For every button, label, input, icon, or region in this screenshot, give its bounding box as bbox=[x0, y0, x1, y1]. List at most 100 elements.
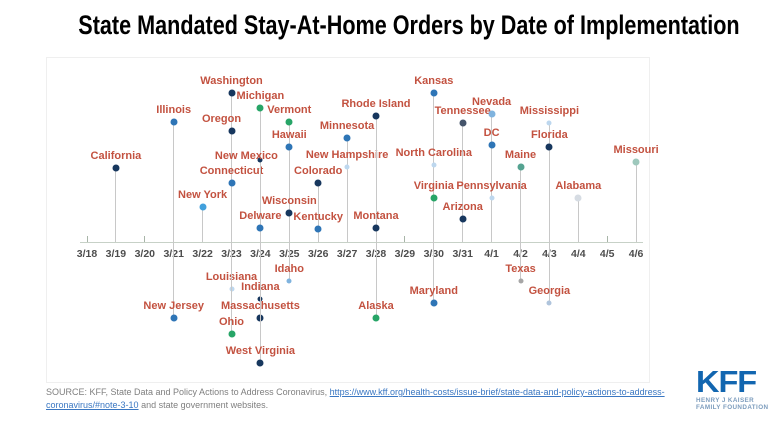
stem-missouri bbox=[635, 162, 637, 242]
state-label-minnesota: Minnesota bbox=[319, 120, 375, 132]
state-dot-vermont bbox=[285, 118, 293, 126]
state-dot-maryland bbox=[430, 299, 438, 307]
state-label-colorado: Colorado bbox=[294, 165, 343, 177]
state-label-georgia: Georgia bbox=[528, 285, 571, 297]
state-label-hawaii: Hawaii bbox=[271, 129, 307, 141]
state-label-new-jersey: New Jersey bbox=[143, 300, 204, 312]
state-dot-florida bbox=[545, 143, 553, 151]
axis-tick-label: 3/18 bbox=[76, 248, 98, 260]
stem-new-york bbox=[202, 207, 204, 242]
state-label-maine: Maine bbox=[504, 149, 537, 161]
axis-tick-label: 4/4 bbox=[570, 248, 586, 260]
state-label-mississippi: Mississippi bbox=[519, 105, 580, 117]
state-label-nevada: Nevada bbox=[472, 96, 512, 108]
state-label-north-carolina: North Carolina bbox=[395, 147, 472, 159]
kff-logo-acronym: KFF bbox=[696, 364, 757, 399]
state-dot-nevada bbox=[488, 110, 496, 118]
state-label-alaska: Alaska bbox=[358, 300, 394, 312]
x-axis bbox=[80, 242, 644, 243]
stem-delware bbox=[259, 228, 261, 242]
stem-arizona bbox=[462, 219, 464, 242]
state-dot-new-york bbox=[199, 203, 207, 211]
stem-alabama bbox=[577, 198, 579, 242]
state-label-missouri: Missouri bbox=[613, 144, 659, 156]
state-label-ohio: Ohio bbox=[218, 316, 245, 328]
state-dot-montana bbox=[372, 224, 380, 232]
stem-montana bbox=[375, 228, 377, 242]
axis-tick-label: 3/31 bbox=[452, 248, 473, 260]
state-dot-alaska bbox=[372, 314, 380, 322]
axis-tick-label: 3/29 bbox=[394, 248, 416, 260]
kff-logo-line1: HENRY J KAISER bbox=[696, 397, 755, 404]
stem-new-jersey bbox=[173, 242, 175, 318]
axis-tick-label: 3/26 bbox=[307, 248, 329, 260]
stem-connecticut bbox=[231, 183, 232, 242]
state-label-alabama: Alabama bbox=[555, 180, 602, 192]
state-label-tennessee: Tennessee bbox=[434, 105, 491, 117]
state-dot-california bbox=[112, 164, 120, 172]
state-dot-tennessee bbox=[459, 119, 467, 127]
state-label-oregon: Oregon bbox=[201, 113, 242, 125]
state-dot-washington bbox=[228, 89, 235, 97]
stem-hawaii bbox=[288, 147, 290, 242]
axis-tick-label: 3/20 bbox=[134, 248, 156, 260]
state-dot-ohio bbox=[228, 330, 235, 338]
stem-wisconsin bbox=[288, 213, 290, 242]
stem-rhode-island bbox=[375, 116, 377, 242]
state-label-california: California bbox=[90, 150, 142, 162]
chart-title: State Mandated Stay-At-Home Orders by Da… bbox=[78, 10, 740, 40]
state-label-kansas: Kansas bbox=[414, 75, 454, 87]
axis-tick-label: 4/1 bbox=[484, 248, 499, 260]
source-note: SOURCE: KFF, State Data and Policy Actio… bbox=[46, 386, 696, 411]
state-dot-illinois bbox=[170, 118, 178, 126]
state-dot-oregon bbox=[228, 127, 235, 135]
state-label-rhode-island: Rhode Island bbox=[341, 98, 411, 110]
state-dot-west-virginia bbox=[256, 359, 264, 367]
stem-florida bbox=[548, 147, 550, 242]
state-label-illinois: Illinois bbox=[156, 104, 192, 116]
axis-tick bbox=[86, 236, 88, 242]
stem-maine bbox=[520, 167, 521, 242]
state-dot-michigan bbox=[256, 104, 264, 112]
axis-tick bbox=[606, 236, 608, 242]
state-label-washington: Washington bbox=[200, 75, 263, 87]
axis-tick-label: 3/27 bbox=[336, 248, 358, 260]
state-label-vermont: Vermont bbox=[267, 104, 312, 116]
state-dot-new-hampshire bbox=[344, 164, 350, 170]
state-label-virginia: Virginia bbox=[413, 180, 454, 192]
state-dot-arizona bbox=[459, 215, 467, 223]
state-dot-rhode-island bbox=[372, 112, 380, 120]
state-dot-alabama bbox=[574, 194, 582, 202]
stem-maryland bbox=[433, 242, 435, 303]
state-label-new-york: New York bbox=[178, 189, 228, 201]
stem-ohio bbox=[231, 242, 232, 334]
state-label-montana: Montana bbox=[353, 210, 399, 222]
kff-logo: KFF HENRY J KAISER FAMILY FOUNDATION bbox=[696, 366, 776, 411]
state-dot-dc bbox=[488, 141, 496, 149]
axis-tick bbox=[404, 236, 406, 242]
state-label-new-hampshire: New Hampshire bbox=[305, 149, 389, 161]
plot-area-border bbox=[46, 57, 650, 383]
state-label-michigan: Michigan bbox=[236, 90, 285, 102]
state-label-kentucky: Kentucky bbox=[293, 211, 343, 223]
stem-alaska bbox=[375, 242, 377, 318]
state-dot-mississippi bbox=[546, 120, 552, 126]
axis-tick-label: 3/19 bbox=[105, 248, 127, 260]
state-dot-minnesota bbox=[343, 134, 351, 142]
kff-logo-line2: FAMILY FOUNDATION bbox=[696, 404, 769, 411]
state-dot-kansas bbox=[430, 89, 438, 97]
state-label-connecticut: Connecticut bbox=[199, 165, 264, 177]
stem-texas bbox=[520, 242, 521, 281]
stem-new-hampshire bbox=[346, 167, 348, 242]
state-dot-virginia bbox=[430, 194, 438, 202]
source-link[interactable]: https://www.kff.org/health-costs/issue-b… bbox=[46, 387, 665, 410]
stem-tennessee bbox=[462, 123, 464, 242]
axis-tick-label: 4/6 bbox=[628, 248, 644, 260]
stem-pennsylvania bbox=[491, 198, 493, 242]
axis-tick-label: 4/5 bbox=[599, 248, 615, 260]
stem-new-mexico bbox=[259, 160, 261, 242]
stem-dc bbox=[491, 145, 493, 242]
axis-tick-label: 3/22 bbox=[192, 248, 213, 260]
state-dot-maine bbox=[517, 163, 524, 171]
